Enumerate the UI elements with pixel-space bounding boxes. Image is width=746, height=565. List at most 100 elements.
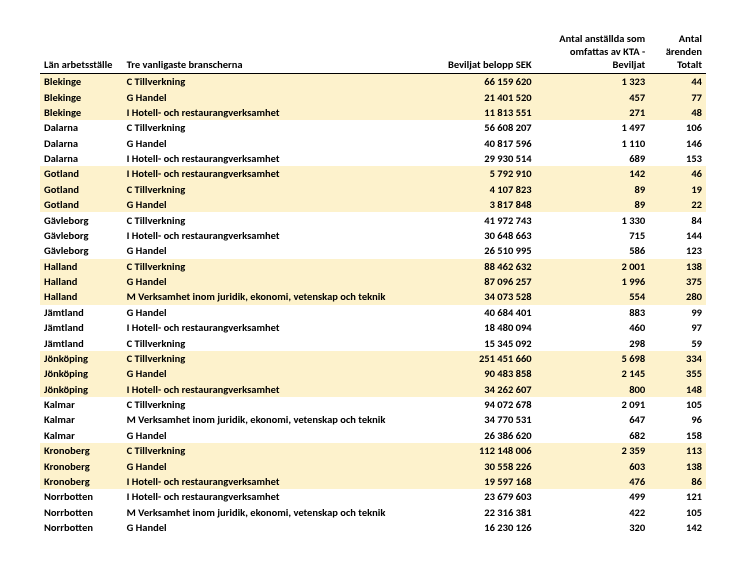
cell-belopp: 3 817 848 xyxy=(422,197,536,212)
table-row: JönköpingC Tillverkning251 451 6605 6983… xyxy=(40,351,706,366)
cell-arenden: 121 xyxy=(649,489,706,504)
cell-lan: Kalmar xyxy=(40,397,123,412)
cell-belopp: 4 107 823 xyxy=(422,182,536,197)
table-row: GävleborgG Handel26 510 995586123 xyxy=(40,243,706,258)
cell-anstallda: 457 xyxy=(536,89,650,104)
cell-arenden: 105 xyxy=(649,397,706,412)
table-row: HallandC Tillverkning88 462 6322 001138 xyxy=(40,259,706,274)
table-row: KalmarG Handel26 386 620682158 xyxy=(40,428,706,443)
cell-bransch: I Hotell- och restaurangverksamhet xyxy=(123,474,422,489)
cell-anstallda: 1 497 xyxy=(536,120,650,135)
cell-bransch: M Verksamhet inom juridik, ekonomi, vete… xyxy=(123,289,422,304)
cell-arenden: 84 xyxy=(649,212,706,227)
cell-belopp: 87 096 257 xyxy=(422,274,536,289)
cell-lan: Blekinge xyxy=(40,89,123,104)
cell-bransch: G Handel xyxy=(123,197,422,212)
cell-bransch: G Handel xyxy=(123,428,422,443)
table-row: BlekingeG Handel21 401 52045777 xyxy=(40,89,706,104)
table-row: NorrbottenG Handel16 230 126320142 xyxy=(40,520,706,535)
cell-belopp: 56 608 207 xyxy=(422,120,536,135)
cell-lan: Halland xyxy=(40,259,123,274)
table-row: KronobergI Hotell- och restaurangverksam… xyxy=(40,474,706,489)
cell-lan: Norrbotten xyxy=(40,520,123,535)
cell-belopp: 15 345 092 xyxy=(422,335,536,350)
cell-arenden: 44 xyxy=(649,74,706,90)
cell-anstallda: 800 xyxy=(536,382,650,397)
cell-belopp: 34 073 528 xyxy=(422,289,536,304)
cell-anstallda: 682 xyxy=(536,428,650,443)
cell-arenden: 59 xyxy=(649,335,706,350)
cell-belopp: 18 480 094 xyxy=(422,320,536,335)
cell-anstallda: 689 xyxy=(536,151,650,166)
cell-anstallda: 2 145 xyxy=(536,366,650,381)
cell-bransch: C Tillverkning xyxy=(123,443,422,458)
table-row: JämtlandC Tillverkning15 345 09229859 xyxy=(40,335,706,350)
table-row: BlekingeI Hotell- och restaurangverksamh… xyxy=(40,105,706,120)
cell-bransch: I Hotell- och restaurangverksamhet xyxy=(123,382,422,397)
cell-bransch: C Tillverkning xyxy=(123,74,422,90)
cell-lan: Blekinge xyxy=(40,74,123,90)
table-row: GävleborgI Hotell- och restaurangverksam… xyxy=(40,228,706,243)
cell-lan: Dalarna xyxy=(40,136,123,151)
cell-arenden: 334 xyxy=(649,351,706,366)
cell-lan: Kronoberg xyxy=(40,443,123,458)
cell-anstallda: 2 359 xyxy=(536,443,650,458)
cell-bransch: I Hotell- och restaurangverksamhet xyxy=(123,166,422,181)
cell-bransch: G Handel xyxy=(123,458,422,473)
table-row: DalarnaI Hotell- och restaurangverksamhe… xyxy=(40,151,706,166)
cell-belopp: 23 679 603 xyxy=(422,489,536,504)
cell-lan: Jämtland xyxy=(40,320,123,335)
cell-belopp: 16 230 126 xyxy=(422,520,536,535)
cell-lan: Jämtland xyxy=(40,305,123,320)
cell-arenden: 105 xyxy=(649,505,706,520)
cell-bransch: I Hotell- och restaurangverksamhet xyxy=(123,105,422,120)
cell-belopp: 40 684 401 xyxy=(422,305,536,320)
cell-arenden: 142 xyxy=(649,520,706,535)
cell-lan: Gävleborg xyxy=(40,243,123,258)
table-row: GotlandI Hotell- och restaurangverksamhe… xyxy=(40,166,706,181)
cell-anstallda: 89 xyxy=(536,197,650,212)
col-header-arenden: Antal ärenden Totalt xyxy=(649,30,706,74)
cell-lan: Jönköping xyxy=(40,351,123,366)
cell-belopp: 30 648 663 xyxy=(422,228,536,243)
cell-anstallda: 1 323 xyxy=(536,74,650,90)
cell-bransch: I Hotell- och restaurangverksamhet xyxy=(123,228,422,243)
cell-lan: Dalarna xyxy=(40,151,123,166)
cell-anstallda: 1 110 xyxy=(536,136,650,151)
cell-lan: Kalmar xyxy=(40,412,123,427)
cell-arenden: 19 xyxy=(649,182,706,197)
table-row: BlekingeC Tillverkning66 159 6201 32344 xyxy=(40,74,706,90)
cell-belopp: 11 813 551 xyxy=(422,105,536,120)
cell-belopp: 34 262 607 xyxy=(422,382,536,397)
cell-bransch: C Tillverkning xyxy=(123,120,422,135)
cell-bransch: G Handel xyxy=(123,305,422,320)
cell-lan: Gävleborg xyxy=(40,212,123,227)
table-header-row: Län arbetsställe Tre vanligaste bransche… xyxy=(40,30,706,74)
cell-lan: Kronoberg xyxy=(40,474,123,489)
cell-belopp: 26 510 995 xyxy=(422,243,536,258)
cell-lan: Kronoberg xyxy=(40,458,123,473)
cell-belopp: 29 930 514 xyxy=(422,151,536,166)
cell-arenden: 123 xyxy=(649,243,706,258)
table-body: BlekingeC Tillverkning66 159 6201 32344B… xyxy=(40,74,706,536)
cell-anstallda: 298 xyxy=(536,335,650,350)
cell-arenden: 77 xyxy=(649,89,706,104)
cell-belopp: 21 401 520 xyxy=(422,89,536,104)
table-row: GotlandC Tillverkning4 107 8238919 xyxy=(40,182,706,197)
cell-arenden: 97 xyxy=(649,320,706,335)
cell-arenden: 86 xyxy=(649,474,706,489)
cell-arenden: 375 xyxy=(649,274,706,289)
data-table: Län arbetsställe Tre vanligaste bransche… xyxy=(40,30,706,535)
cell-lan: Dalarna xyxy=(40,120,123,135)
cell-belopp: 19 597 168 xyxy=(422,474,536,489)
cell-bransch: C Tillverkning xyxy=(123,259,422,274)
cell-bransch: I Hotell- och restaurangverksamhet xyxy=(123,320,422,335)
cell-arenden: 99 xyxy=(649,305,706,320)
cell-anstallda: 89 xyxy=(536,182,650,197)
col-header-belopp: Beviljat belopp SEK xyxy=(422,30,536,74)
cell-bransch: G Handel xyxy=(123,274,422,289)
cell-lan: Halland xyxy=(40,289,123,304)
col-header-anstallda: Antal anställda som omfattas av KTA - Be… xyxy=(536,30,650,74)
cell-bransch: G Handel xyxy=(123,136,422,151)
cell-arenden: 146 xyxy=(649,136,706,151)
